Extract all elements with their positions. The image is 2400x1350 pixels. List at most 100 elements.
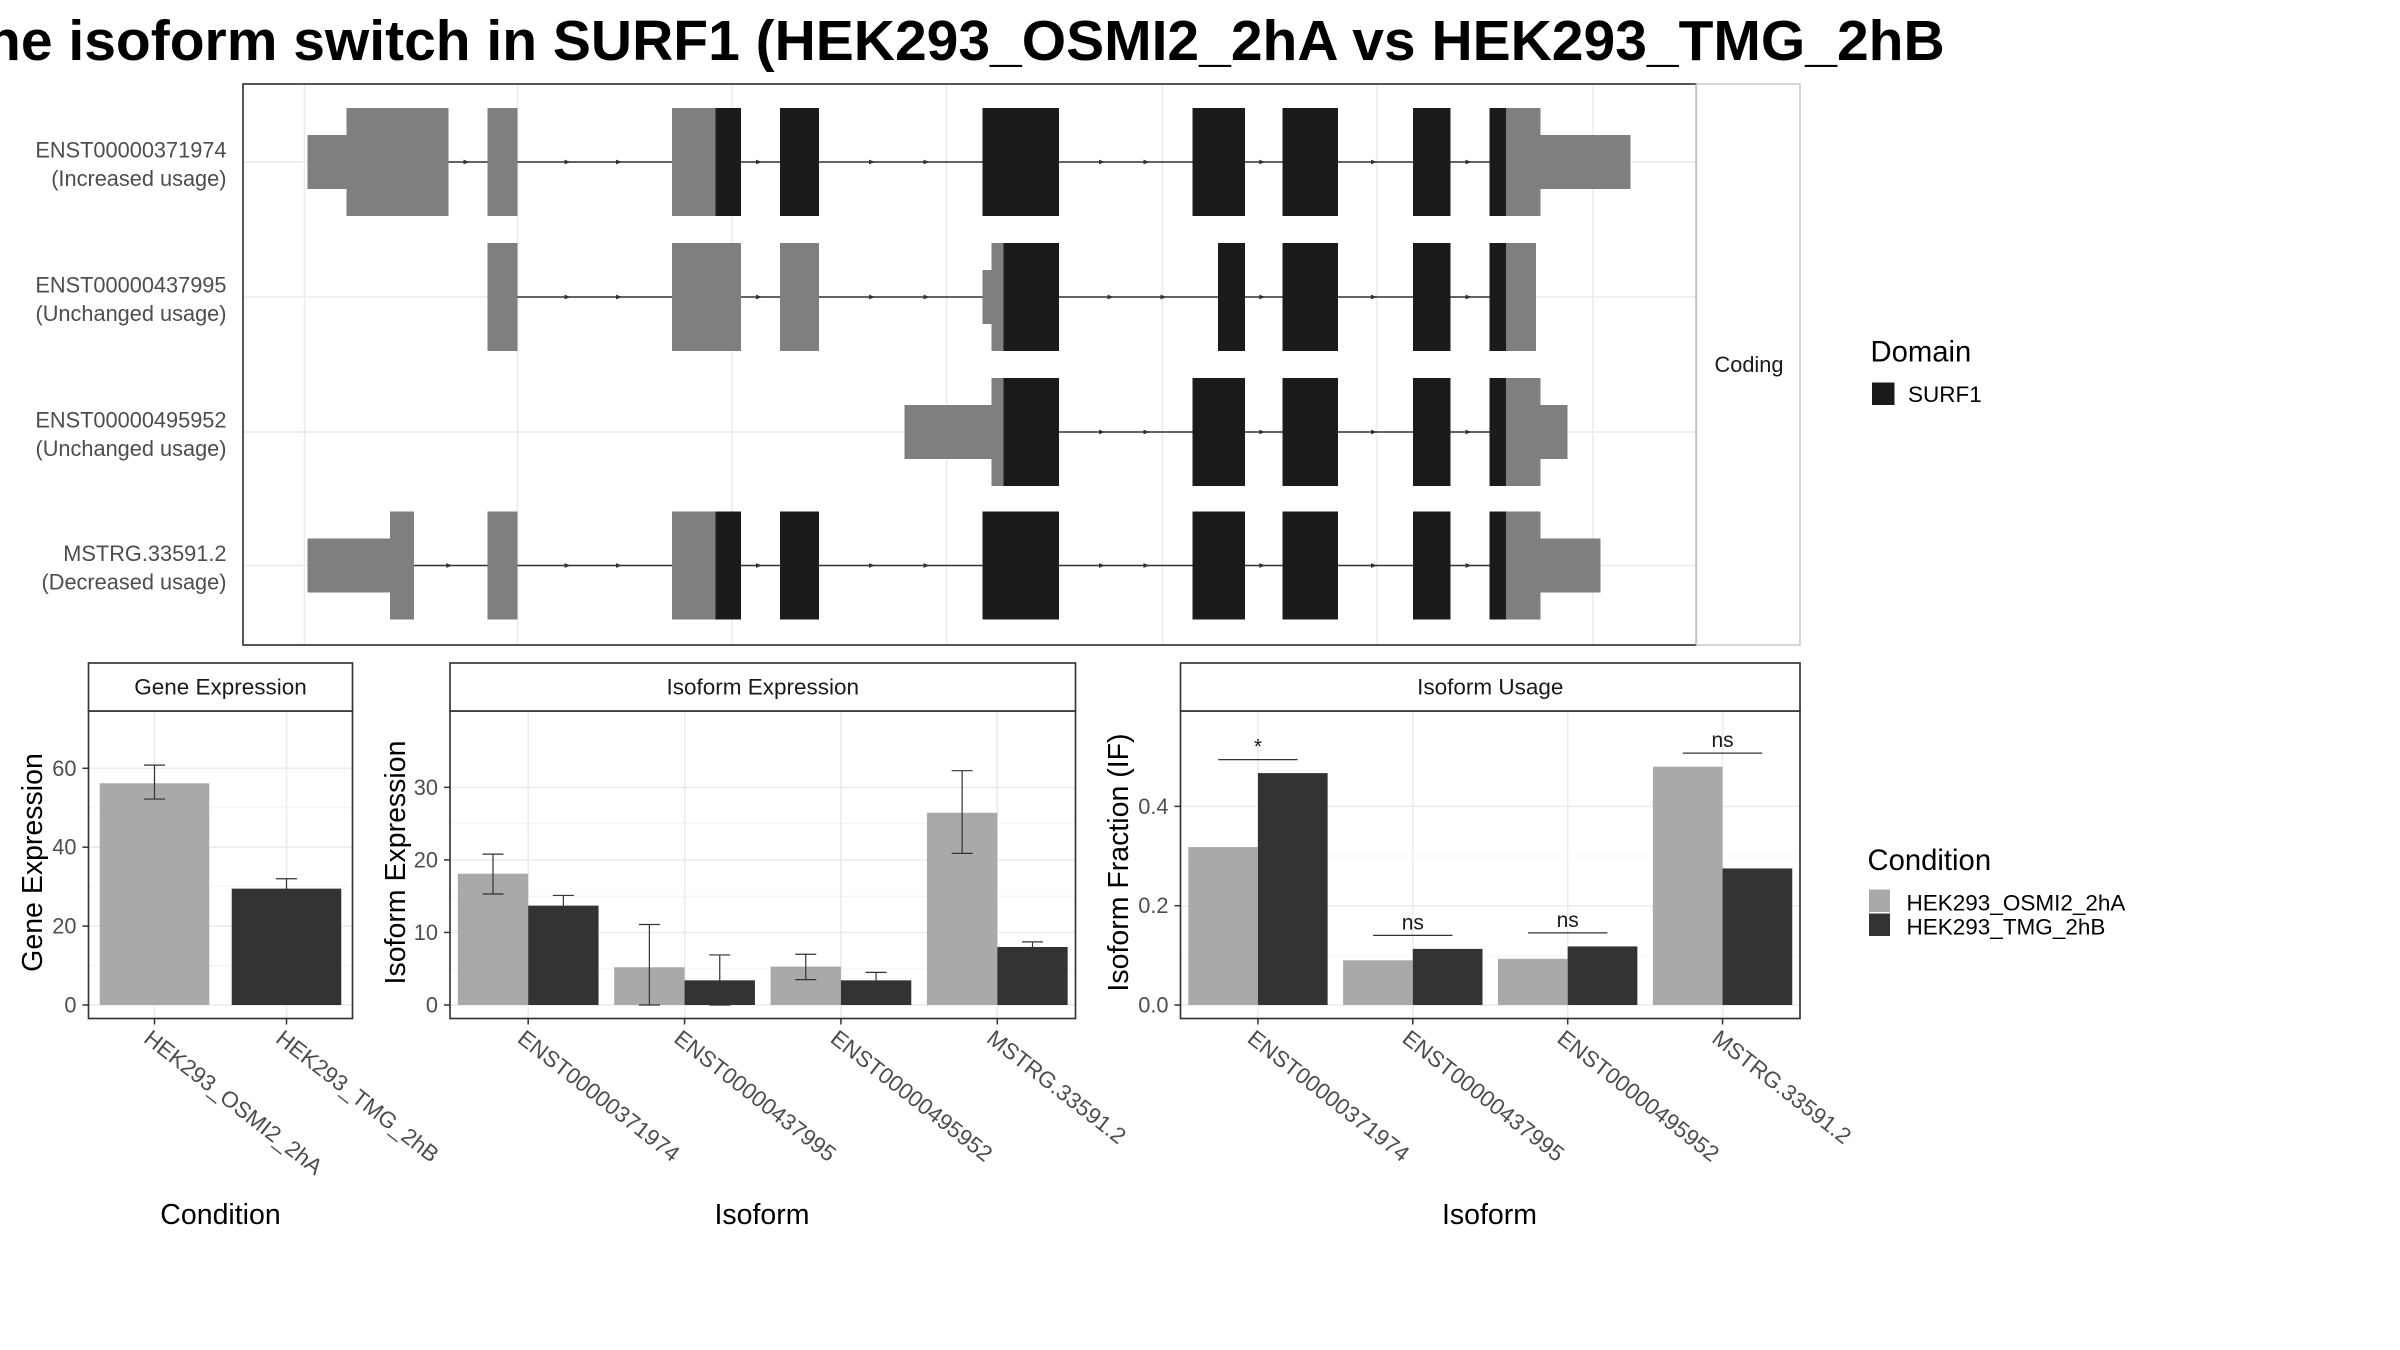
- y-axis-label: Isoform Fraction (IF): [1103, 733, 1135, 991]
- exon-utr: [904, 405, 992, 459]
- x-tick-label: ENST00000371974: [1243, 1025, 1414, 1166]
- y-tick-label: 0.2: [1138, 893, 1168, 918]
- bar: [1722, 868, 1793, 1005]
- exon-utr: [346, 108, 449, 216]
- intron-arrow: [564, 294, 571, 300]
- bar: [1567, 946, 1638, 1005]
- intron-arrow: [756, 563, 762, 568]
- exon-utr: [672, 108, 716, 216]
- exon-domain: [1192, 378, 1245, 486]
- y-tick-label: 20: [52, 914, 76, 939]
- transcript-id-label: MSTRG.33591.2: [63, 541, 226, 566]
- intron-arrow: [463, 159, 470, 165]
- exon-utr: [1506, 511, 1541, 620]
- exon-utr: [991, 378, 1004, 486]
- intron-arrow: [1099, 429, 1105, 435]
- intron-arrow: [1099, 563, 1105, 568]
- domain-legend-title: Domain: [1871, 337, 1972, 369]
- domain-legend-key: [1872, 382, 1895, 405]
- exon-domain: [1489, 243, 1506, 351]
- intron-arrow: [1371, 159, 1377, 165]
- bar: [1497, 958, 1568, 1005]
- transcript-usage-label: (Unchanged usage): [35, 436, 226, 461]
- bar: [457, 873, 529, 1005]
- intron-arrow: [1259, 294, 1266, 300]
- transcript-usage-label: (Decreased usage): [42, 570, 227, 595]
- intron-arrow: [1099, 159, 1105, 165]
- intron-arrow: [869, 563, 875, 568]
- domain-legend-label: SURF1: [1908, 382, 1982, 407]
- exon-domain: [1413, 378, 1451, 486]
- exon-domain: [1282, 511, 1338, 620]
- x-axis-label: Isoform: [1442, 1199, 1537, 1231]
- x-tick-label: ENST00000371974: [513, 1025, 684, 1166]
- intron-arrow: [1465, 563, 1472, 568]
- condition-legend-key: [1869, 913, 1890, 936]
- condition-legend-label: HEK293_TMG_2hB: [1907, 915, 2106, 940]
- transcript-id-label: ENST00000495952: [35, 408, 226, 433]
- intron-arrow: [923, 159, 930, 165]
- exon-utr: [487, 511, 518, 620]
- exon-domain: [780, 108, 819, 216]
- x-tick-label: ENST00000495952: [826, 1025, 997, 1166]
- intron-arrow: [1160, 294, 1167, 300]
- bar: [1257, 773, 1328, 1005]
- y-tick-label: 0: [426, 993, 438, 1018]
- bar: [1412, 948, 1483, 1005]
- intron-arrow: [869, 159, 875, 165]
- exon-domain: [1192, 108, 1245, 216]
- intron-arrow: [1143, 563, 1150, 568]
- condition-legend-key: [1869, 889, 1890, 912]
- exon-domain: [1003, 243, 1059, 351]
- intron-arrow: [1371, 563, 1377, 568]
- facet-label: Coding: [1715, 352, 1784, 377]
- exon-utr: [672, 511, 716, 620]
- x-tick-label: ENST00000437995: [669, 1025, 840, 1166]
- bar: [1343, 960, 1413, 1005]
- y-tick-label: 30: [414, 775, 438, 800]
- intron-arrow: [616, 159, 622, 165]
- exon-domain: [1413, 108, 1451, 216]
- intron-arrow: [1143, 429, 1150, 435]
- facet-strip: [1695, 83, 1801, 646]
- exon-utr: [1506, 378, 1541, 486]
- x-tick-label: MSTRG.33591.2: [1707, 1025, 1855, 1149]
- x-tick-label: ENST00000437995: [1398, 1025, 1569, 1166]
- exon-utr: [307, 135, 347, 189]
- bar: [231, 888, 342, 1005]
- intron-arrow: [616, 563, 622, 568]
- exon-utr: [780, 243, 819, 351]
- transcript-id-label: ENST00000371974: [35, 138, 226, 163]
- significance-label: ns: [1711, 729, 1733, 752]
- intron-arrow: [1465, 429, 1472, 435]
- x-tick-label: MSTRG.33591.2: [982, 1025, 1130, 1149]
- exon-utr: [307, 538, 390, 593]
- condition-legend-title: Condition: [1868, 845, 1992, 877]
- structure-panel-background: [243, 84, 1697, 645]
- panel-strip: [87, 662, 354, 712]
- transcript-id-label: ENST00000437995: [35, 273, 226, 298]
- exon-domain: [1218, 243, 1245, 351]
- chart-title: he isoform switch in SURF1 (HEK293_OSMI2…: [0, 9, 1945, 73]
- exon-domain: [715, 511, 741, 620]
- exon-utr: [672, 243, 741, 351]
- y-tick-label: 40: [52, 835, 76, 860]
- exon-domain: [780, 511, 819, 620]
- y-tick-label: 0.0: [1138, 993, 1168, 1018]
- exon-domain: [1413, 243, 1451, 351]
- y-tick-label: 20: [414, 847, 438, 872]
- intron-arrow: [923, 294, 930, 300]
- panel-strip: [1179, 662, 1801, 712]
- exon-utr: [487, 243, 518, 351]
- exon-utr: [1540, 135, 1631, 189]
- intron-arrow: [923, 563, 930, 568]
- panel-strip: [449, 662, 1077, 712]
- bar: [1652, 766, 1723, 1005]
- transcript-usage-label: (Unchanged usage): [35, 301, 226, 326]
- significance-label: ns: [1557, 909, 1579, 932]
- significance-label: *: [1254, 736, 1262, 759]
- exon-utr: [982, 270, 992, 324]
- exon-domain: [1282, 378, 1338, 486]
- y-tick-label: 10: [414, 920, 438, 945]
